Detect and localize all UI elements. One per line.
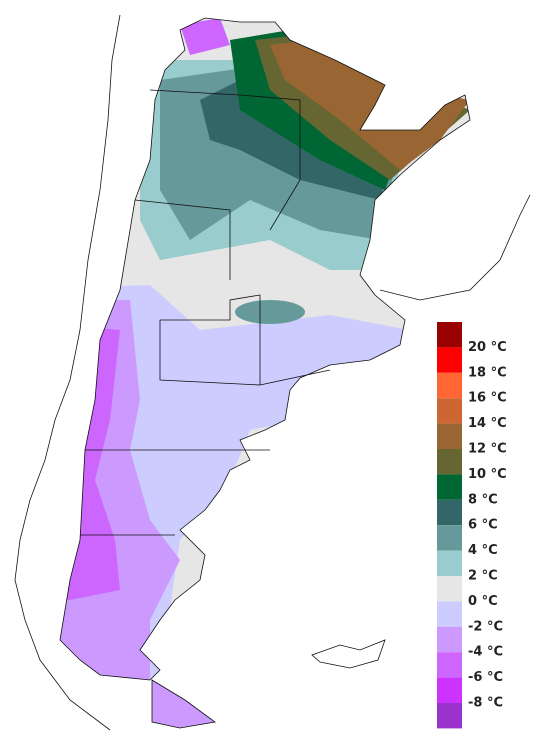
legend-swatch: [437, 322, 462, 348]
legend-label: -4 °C: [468, 645, 503, 660]
legend-swatch: [437, 576, 462, 602]
legend: 20 °C 18 °C 16 °C 14 °C 12 °C 10 °C 8 °C 6 °C 4 …: [437, 322, 507, 729]
band-northwest-cold: [180, 18, 230, 55]
band-neg2-0: [60, 285, 410, 680]
legend-swatch: [437, 449, 462, 475]
legend-swatch: [437, 703, 462, 729]
legend-label: 16 °C: [468, 391, 507, 406]
legend-swatch: [437, 499, 462, 526]
legend-label: -2 °C: [468, 619, 503, 634]
legend-label: 4 °C: [468, 543, 498, 558]
legend-label: 12 °C: [468, 442, 507, 457]
legend-swatch: [437, 525, 462, 551]
legend-label: 2 °C: [468, 569, 498, 584]
legend-swatch: [437, 550, 462, 576]
falklands: [311, 639, 386, 669]
legend-swatch: [437, 626, 462, 653]
legend-label: 18 °C: [468, 365, 507, 380]
band-central-warm: [235, 300, 305, 324]
legend-label: 6 °C: [468, 518, 498, 533]
legend-swatch: [437, 601, 462, 627]
legend-label: 20 °C: [468, 340, 507, 355]
band-12-14: [270, 40, 470, 170]
legend-label: 10 °C: [468, 467, 507, 482]
province-borders: [80, 89, 331, 536]
uruguay-coast: [379, 194, 531, 301]
legend-swatch: [437, 372, 462, 399]
legend-swatch: [437, 423, 462, 449]
chile-coast: [14, 14, 121, 731]
legend-label: -8 °C: [468, 696, 503, 711]
legend-swatch: [437, 398, 462, 424]
legend-label: 14 °C: [468, 416, 507, 431]
legend-swatch: [437, 347, 462, 373]
legend-label: 8 °C: [468, 492, 498, 507]
legend-label: -6 °C: [468, 670, 503, 685]
tierra-del-fuego: [151, 679, 216, 729]
legend-swatch: [437, 474, 462, 500]
legend-swatch: [437, 677, 462, 703]
legend-label: 0 °C: [468, 594, 498, 609]
legend-swatch: [437, 652, 462, 678]
